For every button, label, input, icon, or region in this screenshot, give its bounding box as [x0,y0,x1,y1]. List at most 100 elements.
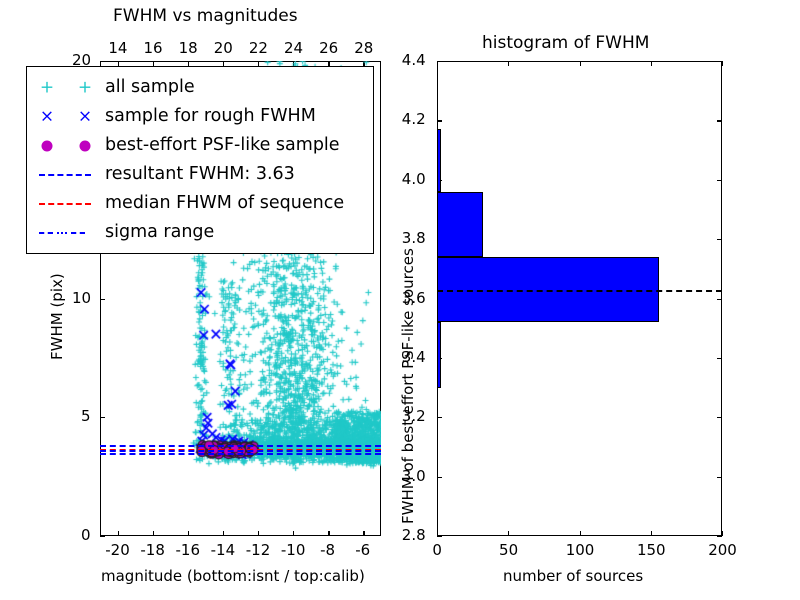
right-xaxis-label: number of sources [503,567,644,585]
tick-mark [437,536,442,538]
legend-symbol-resultant-fwhm [27,160,105,189]
legend-label: resultant FWHM: 3.63 [105,164,295,184]
tick-mark [717,179,722,181]
tick-mark [650,61,652,66]
legend-symbol-all-sample: + + [27,73,105,102]
legend-label: best-effort PSF-like sample [105,135,340,155]
tick-label: 50 [499,541,519,559]
tick-label: 3.2 [401,407,426,426]
tick-label: 4.2 [401,110,426,129]
tick-mark [508,531,510,536]
left-yaxis-label: FWHM (pix) [48,273,66,360]
right-axes-frame [437,61,722,536]
tick-mark [579,61,581,66]
tick-label: 18 [178,39,198,57]
left-xaxis-label: magnitude (bottom:isnt / top:calib) [101,567,365,585]
tick-mark [717,120,722,122]
legend-symbol-sigma-range [27,218,105,247]
tick-label: 5 [81,407,91,426]
tick-label: -18 [140,541,165,559]
tick-mark [722,61,724,66]
tick-label: 150 [636,541,666,559]
tick-label: 4.4 [401,51,426,69]
median-fwhm-line [100,448,381,451]
tick-label: 20 [72,51,92,69]
plus-marker-icon: + [39,77,55,97]
legend-item-median-fwhm[interactable]: median FHWM of sequence [27,189,373,218]
tick-mark [722,531,724,536]
dashdot-line-icon [39,231,53,234]
tick-label: 3.0 [401,466,426,485]
tick-label: -14 [210,541,236,559]
tick-mark [650,531,652,536]
tick-label: 2.8 [401,526,426,544]
tick-label: -20 [105,541,130,559]
legend-item-psf-sample[interactable]: best-effort PSF-like sample [27,131,373,160]
legend-label: sample for rough FWHM [105,106,316,126]
tick-mark [717,536,722,538]
legend-item-rough-sample[interactable]: × × sample for rough FWHM [27,102,373,131]
tick-label: 20 [213,39,233,57]
tick-mark [717,417,722,419]
tick-label: 0 [81,526,91,544]
tick-label: 3.8 [401,229,426,248]
tick-label: 100 [565,541,595,559]
tick-label: 24 [283,39,304,57]
right-yaxis-label: FWHM of best-effort PSF-like sources [399,248,417,524]
dot-marker-icon [41,140,53,151]
legend-label: sigma range [105,222,215,242]
tick-mark [717,357,722,360]
legend-label: median FHWM of sequence [105,193,345,213]
sigma-range-lower-line [100,453,381,456]
tick-mark [579,531,581,536]
tick-mark [437,120,442,122]
tick-label: 22 [248,39,268,57]
tick-label: -12 [245,541,271,559]
tick-label: -6 [355,541,371,559]
plus-marker-icon: + [77,77,93,97]
tick-label: -10 [280,541,306,559]
tick-mark [437,417,442,419]
legend-item-sigma-range[interactable]: sigma range [27,218,373,247]
legend-box: + + all sample × × sample for rough FWHM… [26,66,374,254]
tick-label: 14 [108,39,128,57]
legend-symbol-median-fwhm [27,189,105,218]
tick-mark [717,476,722,478]
histogram-resultant-fwhm-line [437,289,722,292]
tick-label: 26 [319,39,339,57]
tick-label: 10 [72,288,92,307]
legend-symbol-psf-sample [27,131,105,160]
dashed-line-icon [39,202,91,205]
dashdot-line-icon [57,231,67,234]
dot-marker-icon [79,140,91,151]
histogram-bar [437,191,483,257]
tick-mark [437,476,442,478]
tick-mark [508,61,510,66]
legend-item-all-sample[interactable]: + + all sample [27,73,373,102]
sigma-range-upper-line [100,444,381,447]
tick-label: -8 [320,541,336,559]
tick-mark [717,298,722,300]
tick-label: 3.6 [401,288,426,307]
histogram-plot-area [437,61,722,536]
legend-symbol-rough-sample: × × [27,102,105,131]
cross-marker-icon: × [77,106,93,126]
right-panel-title: histogram of FWHM [482,33,650,53]
resultant-fwhm-line [100,449,381,452]
tick-mark [100,536,105,538]
legend-item-resultant-fwhm[interactable]: resultant FWHM: 3.63 [27,160,373,189]
tick-label: 4.0 [401,169,426,188]
tick-label: 28 [354,39,374,57]
tick-label: 0 [432,541,442,559]
tick-label: 3.4 [401,347,426,366]
tick-label: 16 [143,39,163,57]
cross-marker-icon: × [39,106,55,126]
dashdot-line-icon [71,231,85,234]
dashed-line-icon [39,173,91,176]
left-panel-title: FWHM vs magnitudes [113,6,298,26]
tick-label: 200 [708,541,737,559]
tick-mark [717,239,722,241]
tick-label: -16 [175,541,201,559]
legend-label: all sample [105,77,195,97]
